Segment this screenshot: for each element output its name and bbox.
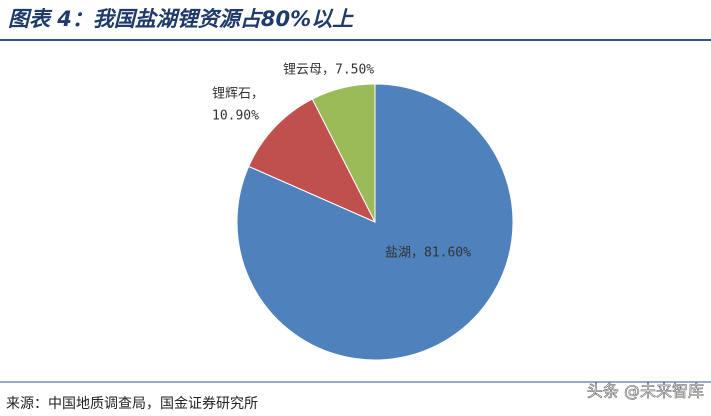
pie-slice: [248, 98, 377, 224]
data-label: 锂辉石，: [212, 87, 264, 102]
data-label: 盐湖，81.60%: [385, 246, 471, 261]
watermark: 头条 @未来智库: [587, 382, 704, 401]
chart-title: 图表 4：我国盐湖锂资源占80%以上: [8, 7, 354, 31]
source-note: 来源：中国地质调查局，国金证券研究所: [6, 396, 258, 412]
data-label: 锂云母，7.50%: [283, 63, 374, 78]
pie-slice: [311, 83, 376, 223]
pie-slice: [236, 83, 514, 361]
pie: 盐湖，81.60% 锂辉石， 10.90% 锂云母，7.50%: [212, 63, 514, 361]
data-label: 10.90%: [212, 109, 259, 124]
